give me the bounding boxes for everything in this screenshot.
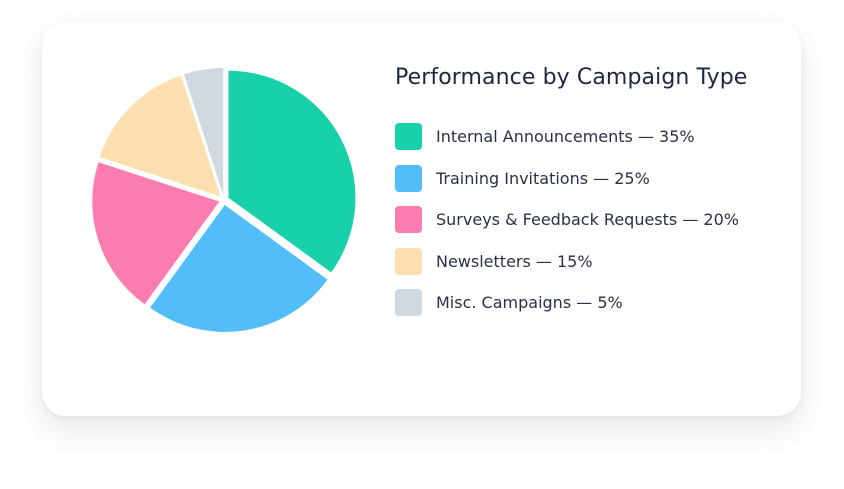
chart-title: Performance by Campaign Type xyxy=(395,65,748,90)
pie-slice-newsletters xyxy=(99,75,221,197)
legend-swatch-training-invitations xyxy=(395,164,422,192)
legend-label-newsletters: Newsletters — 15% xyxy=(436,251,593,271)
chart-card: Performance by Campaign Type Internal An… xyxy=(42,22,801,416)
pie-slice-misc-campaigns xyxy=(183,68,224,196)
pie-slice-training-invitations xyxy=(150,204,328,332)
legend-swatch-misc-campaigns xyxy=(395,289,422,316)
legend-swatch-surveys-feedback xyxy=(395,206,422,233)
legend-item-internal-announcements: Internal Announcements — 35% xyxy=(395,123,739,150)
legend-swatch-internal-announcements xyxy=(395,123,422,150)
legend: Internal Announcements — 35% Training In… xyxy=(395,123,739,331)
legend-label-training-invitations: Training Invitations — 25% xyxy=(436,168,650,188)
legend-item-surveys-feedback: Surveys & Feedback Requests — 20% xyxy=(395,206,739,233)
legend-swatch-newsletters xyxy=(395,247,422,275)
legend-item-training-invitations: Training Invitations — 25% xyxy=(395,164,739,192)
legend-label-internal-announcements: Internal Announcements — 35% xyxy=(436,127,695,146)
legend-label-surveys-feedback: Surveys & Feedback Requests — 20% xyxy=(436,210,739,229)
pie-slice-internal-announcements xyxy=(228,70,356,273)
pie-chart xyxy=(92,68,356,332)
legend-label-misc-campaigns: Misc. Campaigns — 5% xyxy=(436,293,623,312)
legend-item-misc-campaigns: Misc. Campaigns — 5% xyxy=(395,289,739,316)
pie-slice-surveys-feedback-requests xyxy=(92,162,220,305)
legend-item-newsletters: Newsletters — 15% xyxy=(395,247,739,275)
